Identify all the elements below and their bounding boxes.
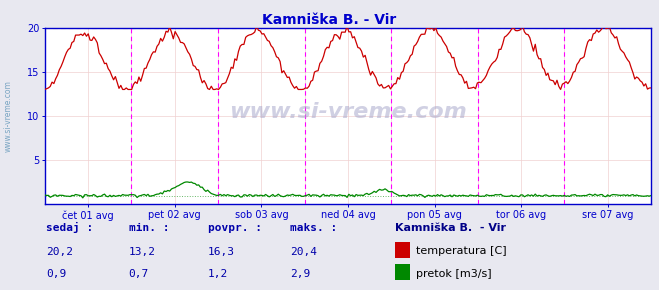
Text: sedaj :: sedaj : (46, 222, 94, 233)
Text: 16,3: 16,3 (208, 247, 235, 257)
Text: www.si-vreme.com: www.si-vreme.com (3, 80, 13, 152)
Text: pretok [m3/s]: pretok [m3/s] (416, 269, 492, 279)
Text: Kamniška B. - Vir: Kamniška B. - Vir (262, 13, 397, 27)
Text: povpr. :: povpr. : (208, 224, 262, 233)
Text: 2,9: 2,9 (290, 269, 310, 279)
Text: 20,4: 20,4 (290, 247, 317, 257)
Text: 0,9: 0,9 (46, 269, 67, 279)
Text: www.si-vreme.com: www.si-vreme.com (229, 102, 467, 122)
Text: Kamniška B.  - Vir: Kamniška B. - Vir (395, 224, 506, 233)
Text: temperatura [C]: temperatura [C] (416, 246, 507, 256)
Text: 13,2: 13,2 (129, 247, 156, 257)
Text: min. :: min. : (129, 224, 169, 233)
Text: 0,7: 0,7 (129, 269, 149, 279)
Text: 1,2: 1,2 (208, 269, 228, 279)
Text: maks. :: maks. : (290, 224, 337, 233)
Text: 20,2: 20,2 (46, 247, 73, 257)
